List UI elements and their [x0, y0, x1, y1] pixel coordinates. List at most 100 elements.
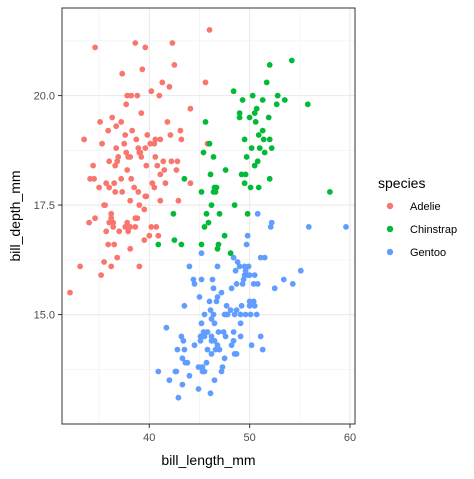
data-point-gentoo — [221, 355, 228, 362]
data-point-gentoo — [184, 359, 191, 366]
data-point-gentoo — [244, 232, 251, 239]
data-point-chinstrap — [260, 136, 267, 143]
legend: species Adelie Chinstrap Gentoo — [378, 175, 457, 259]
data-point-gentoo — [173, 368, 180, 375]
data-point-gentoo — [208, 333, 215, 340]
data-point-adelie — [121, 140, 128, 147]
legend-title: species — [378, 175, 425, 191]
data-point-chinstrap — [241, 136, 248, 143]
data-point-gentoo — [206, 298, 213, 305]
data-point-gentoo — [191, 281, 198, 287]
data-point-chinstrap — [246, 114, 253, 121]
data-point-adelie — [102, 202, 108, 209]
data-point-adelie — [106, 184, 113, 191]
y-axis-label: bill_depth_mm — [7, 170, 23, 261]
data-point-chinstrap — [155, 241, 162, 248]
data-point-chinstrap — [247, 184, 254, 191]
data-point-adelie — [119, 70, 126, 77]
data-point-chinstrap — [208, 202, 215, 209]
data-point-gentoo — [204, 329, 211, 335]
data-point-chinstrap — [200, 149, 207, 156]
data-point-chinstrap — [244, 210, 251, 217]
data-point-gentoo — [239, 281, 246, 287]
data-point-chinstrap — [253, 105, 260, 112]
data-point-gentoo — [186, 372, 193, 379]
data-point-adelie — [123, 149, 130, 156]
data-point-gentoo — [259, 346, 266, 353]
data-point-gentoo — [207, 307, 214, 313]
data-point-adelie — [98, 272, 104, 278]
legend-label-chinstrap: Chinstrap — [410, 224, 457, 236]
data-point-adelie — [144, 132, 151, 138]
data-point-adelie — [96, 184, 102, 191]
data-point-adelie — [133, 136, 140, 143]
data-point-gentoo — [268, 219, 275, 226]
data-point-adelie — [114, 254, 121, 261]
data-point-adelie — [147, 140, 154, 147]
data-point-chinstrap — [241, 180, 248, 187]
data-point-gentoo — [233, 281, 240, 287]
data-point-gentoo — [305, 224, 312, 230]
data-point-adelie — [129, 127, 136, 134]
data-point-gentoo — [211, 320, 218, 327]
data-point-adelie — [155, 232, 162, 239]
data-point-gentoo — [197, 337, 204, 344]
data-point-adelie — [106, 158, 113, 165]
data-point-gentoo — [218, 368, 225, 375]
data-point-gentoo — [250, 281, 257, 287]
data-point-adelie — [173, 167, 180, 173]
x-axis-label: bill_length_mm — [161, 452, 255, 468]
data-point-adelie — [167, 132, 174, 138]
data-point-gentoo — [178, 333, 185, 340]
data-point-chinstrap — [252, 119, 259, 125]
x-tick-label: 40 — [143, 432, 155, 444]
data-point-adelie — [127, 154, 134, 160]
data-point-adelie — [124, 92, 131, 99]
data-point-gentoo — [174, 346, 181, 353]
data-point-gentoo — [214, 342, 221, 349]
data-point-adelie — [111, 180, 118, 187]
data-point-chinstrap — [238, 171, 245, 178]
data-point-chinstrap — [251, 162, 258, 169]
data-point-chinstrap — [201, 224, 208, 230]
data-point-chinstrap — [288, 57, 295, 64]
data-point-gentoo — [297, 267, 304, 274]
data-point-chinstrap — [198, 241, 205, 248]
data-point-gentoo — [203, 359, 210, 366]
data-point-gentoo — [248, 342, 255, 349]
data-point-adelie — [138, 110, 145, 116]
data-point-gentoo — [223, 302, 230, 309]
data-point-gentoo — [230, 329, 237, 335]
data-point-gentoo — [198, 250, 205, 257]
data-point-adelie — [103, 228, 110, 235]
data-point-gentoo — [228, 285, 235, 292]
data-point-adelie — [108, 215, 115, 222]
data-point-gentoo — [253, 311, 260, 318]
y-tick-label: 15.0 — [34, 310, 55, 322]
data-points — [67, 27, 349, 401]
data-point-chinstrap — [236, 110, 243, 116]
data-point-gentoo — [250, 298, 257, 305]
data-point-gentoo — [280, 276, 287, 283]
data-point-adelie — [187, 180, 194, 187]
data-point-gentoo — [214, 294, 221, 300]
data-point-gentoo — [237, 320, 244, 327]
data-point-gentoo — [175, 394, 182, 401]
data-point-gentoo — [230, 254, 237, 261]
data-point-gentoo — [213, 298, 220, 305]
data-point-adelie — [81, 136, 87, 143]
data-point-adelie — [153, 224, 160, 230]
data-point-adelie — [175, 197, 182, 204]
data-point-adelie — [92, 44, 98, 51]
data-point-adelie — [131, 184, 138, 191]
data-point-chinstrap — [274, 92, 281, 99]
data-point-adelie — [152, 136, 159, 143]
data-point-adelie — [110, 224, 117, 230]
data-point-gentoo — [246, 298, 253, 305]
data-point-adelie — [124, 167, 131, 173]
data-point-gentoo — [236, 263, 243, 270]
data-point-gentoo — [215, 329, 222, 335]
data-point-gentoo — [271, 285, 278, 292]
